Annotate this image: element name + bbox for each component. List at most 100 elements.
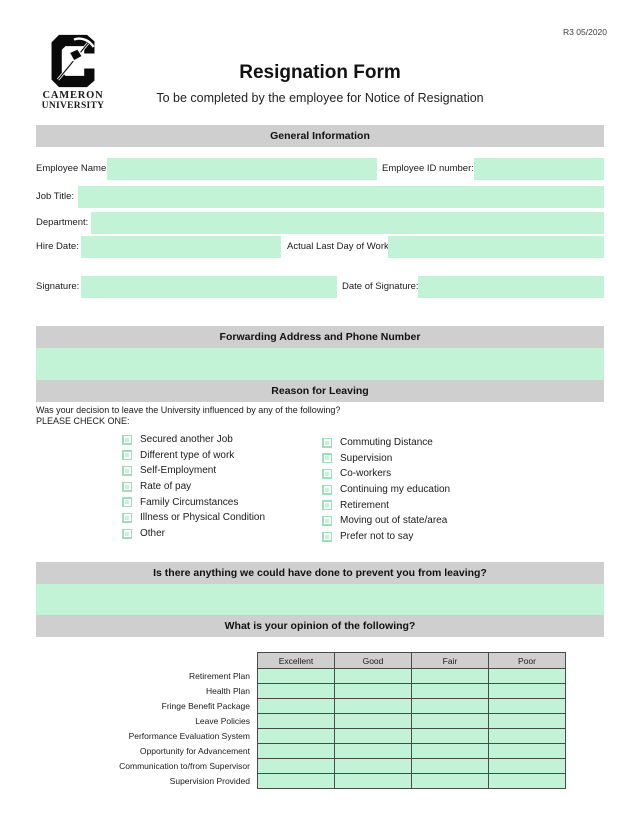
- employee-id-label: Employee ID number:: [382, 163, 474, 174]
- opinion-cell[interactable]: [411, 713, 489, 729]
- opinion-cell[interactable]: [334, 713, 412, 729]
- reason-option: Supervision: [322, 453, 450, 464]
- opinion-cell[interactable]: [411, 668, 489, 684]
- checkbox-icon[interactable]: [122, 528, 132, 539]
- opinion-cell[interactable]: [488, 758, 566, 774]
- checkbox-icon[interactable]: [122, 481, 132, 492]
- hire-date-input[interactable]: [81, 236, 281, 258]
- opinion-cell[interactable]: [334, 668, 412, 684]
- last-day-input[interactable]: [388, 236, 604, 258]
- table-row: Communication to/from Supervisor: [36, 758, 566, 774]
- opinion-cell[interactable]: [257, 698, 335, 714]
- opinion-cell[interactable]: [334, 758, 412, 774]
- cameron-emblem-icon: [51, 34, 95, 88]
- department-input[interactable]: [91, 212, 604, 234]
- opinion-cell[interactable]: [488, 668, 566, 684]
- reason-option-label: Moving out of state/area: [340, 515, 448, 527]
- reason-options-left-column: Secured another Job Different type of wo…: [122, 434, 265, 539]
- reason-option-label: Prefer not to say: [340, 531, 414, 543]
- opinion-cell[interactable]: [411, 773, 489, 789]
- opinion-cell[interactable]: [488, 728, 566, 744]
- opinion-cell[interactable]: [488, 683, 566, 699]
- opinion-cell[interactable]: [334, 728, 412, 744]
- checkbox-icon[interactable]: [322, 484, 332, 495]
- opinion-cell[interactable]: [411, 683, 489, 699]
- opinion-cell[interactable]: [488, 713, 566, 729]
- opinion-cell[interactable]: [257, 668, 335, 684]
- checkbox-icon[interactable]: [122, 450, 132, 461]
- opinion-row-label: Performance Evaluation System: [128, 731, 250, 741]
- opinion-cell[interactable]: [488, 743, 566, 759]
- employee-name-input[interactable]: [107, 158, 377, 180]
- page-title: Resignation Form: [239, 62, 401, 83]
- opinion-cell[interactable]: [257, 773, 335, 789]
- opinion-rating-table: Excellent Good Fair Poor Retirement Plan…: [36, 652, 566, 789]
- reason-option-label: Different type of work: [140, 449, 235, 461]
- reason-option-label: Secured another Job: [140, 434, 233, 445]
- section-header-prevent-leaving: Is there anything we could have done to …: [36, 562, 604, 584]
- page-subtitle: To be completed by the employee for Noti…: [156, 91, 484, 105]
- checkbox-icon[interactable]: [322, 468, 332, 479]
- section-header-general-information: General Information: [36, 125, 604, 147]
- checkbox-icon[interactable]: [322, 515, 332, 526]
- opinion-header-spacer: [36, 653, 258, 669]
- opinion-row-label: Fringe Benefit Package: [161, 701, 250, 711]
- reason-instruction-line: PLEASE CHECK ONE:: [36, 415, 130, 426]
- checkbox-icon[interactable]: [122, 434, 132, 445]
- opinion-row-label: Retirement Plan: [189, 671, 250, 681]
- signature-input[interactable]: [81, 276, 337, 298]
- reason-option-label: Co-workers: [340, 468, 392, 480]
- signature-label: Signature:: [36, 281, 80, 292]
- checkbox-icon[interactable]: [322, 531, 332, 542]
- department-label: Department:: [36, 217, 89, 228]
- section-header-reason-for-leaving: Reason for Leaving: [36, 380, 604, 402]
- opinion-cell[interactable]: [257, 683, 335, 699]
- opinion-column-header: Poor: [488, 652, 566, 669]
- table-row: Performance Evaluation System: [36, 728, 566, 744]
- opinion-cell[interactable]: [411, 743, 489, 759]
- opinion-cell[interactable]: [488, 698, 566, 714]
- checkbox-icon[interactable]: [122, 512, 132, 523]
- opinion-cell[interactable]: [334, 743, 412, 759]
- opinion-row-label: Communication to/from Supervisor: [119, 761, 250, 771]
- date-of-signature-input[interactable]: [418, 276, 604, 298]
- opinion-cell[interactable]: [488, 773, 566, 789]
- opinion-cell[interactable]: [257, 713, 335, 729]
- employee-name-label: Employee Name:: [36, 163, 109, 174]
- opinion-cell[interactable]: [257, 728, 335, 744]
- job-title-input[interactable]: [78, 186, 604, 208]
- reason-option: Illness or Physical Condition: [122, 512, 265, 523]
- opinion-cell[interactable]: [257, 743, 335, 759]
- employee-id-input[interactable]: [474, 158, 604, 180]
- checkbox-icon[interactable]: [322, 500, 332, 511]
- reason-option-label: Illness or Physical Condition: [140, 512, 266, 524]
- opinion-cell[interactable]: [334, 683, 412, 699]
- reason-option: Family Circumstances: [122, 497, 265, 508]
- checkbox-icon[interactable]: [322, 453, 332, 464]
- opinion-column-header: Excellent: [257, 652, 335, 669]
- logo-text-line1: CAMERON: [42, 90, 104, 101]
- forwarding-address-textarea[interactable]: [36, 348, 604, 380]
- reason-option-label: Family Circumstances: [140, 496, 239, 508]
- checkbox-icon[interactable]: [122, 465, 132, 476]
- opinion-row-label: Health Plan: [206, 686, 250, 696]
- reason-option-label: Rate of pay: [140, 481, 192, 493]
- opinion-row-label: Opportunity for Advancement: [139, 746, 250, 756]
- reason-option-label: Continuing my education: [340, 484, 451, 496]
- opinion-cell[interactable]: [334, 773, 412, 789]
- opinion-cell[interactable]: [411, 758, 489, 774]
- opinion-column-header: Fair: [411, 652, 489, 669]
- opinion-cell[interactable]: [411, 728, 489, 744]
- opinion-column-header: Good: [334, 652, 412, 669]
- prevent-leaving-textarea[interactable]: [36, 584, 604, 615]
- job-title-label: Job Title:: [36, 191, 75, 202]
- university-logo: CAMERON UNIVERSITY: [39, 33, 107, 111]
- opinion-cell[interactable]: [334, 698, 412, 714]
- hire-date-label: Hire Date:: [36, 241, 79, 252]
- reason-options-right-column: Commuting Distance Supervision Co-worker…: [322, 437, 450, 542]
- checkbox-icon[interactable]: [322, 437, 332, 448]
- opinion-cell[interactable]: [411, 698, 489, 714]
- checkbox-icon[interactable]: [122, 497, 132, 508]
- reason-option: Continuing my education: [322, 484, 450, 495]
- opinion-cell[interactable]: [257, 758, 335, 774]
